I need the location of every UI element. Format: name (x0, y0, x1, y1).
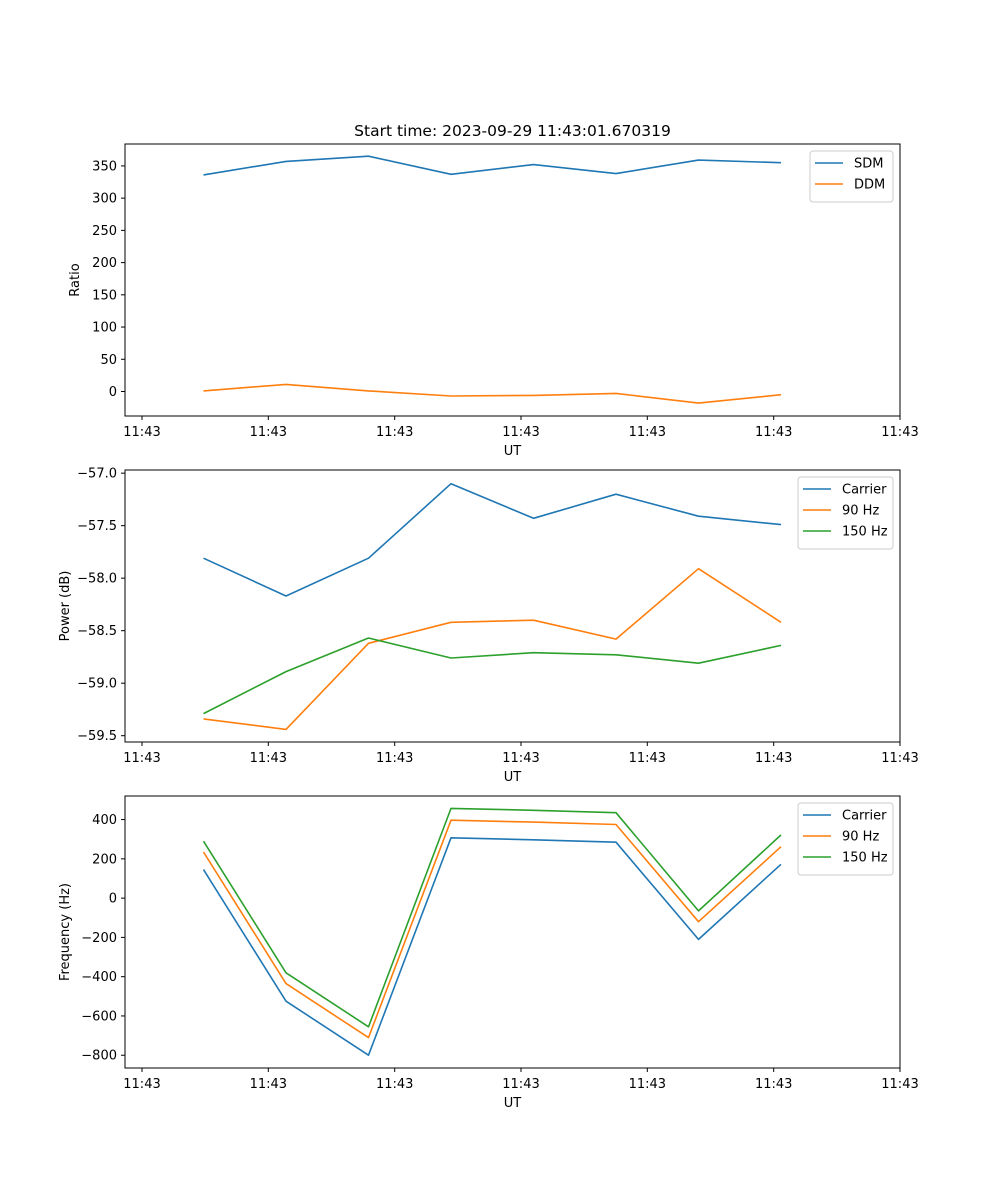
x-tick-label: 11:43 (502, 751, 539, 766)
x-tick-label: 11:43 (376, 425, 413, 440)
x-axis-label: UT (504, 770, 522, 785)
x-tick-label: 11:43 (123, 1077, 160, 1092)
y-tick-label: −400 (81, 970, 117, 985)
series-line-carrier (202, 836, 782, 1056)
y-tick-label: −200 (81, 931, 117, 946)
y-tick-label: 150 (92, 288, 117, 303)
legend-label: 90 Hz (842, 830, 879, 845)
y-tick-label: 250 (92, 224, 117, 239)
chart-panel-3: −800 −600 −400 −200 0 200 400 11:43 11:43 11:43 11… (58, 795, 919, 1111)
x-tick-label: 11:43 (123, 751, 160, 766)
y-tick-label: −59.5 (77, 729, 117, 744)
legend-label: Carrier (842, 809, 887, 824)
y-tick-label: 0 (109, 892, 117, 907)
series-line-90-hz (202, 819, 782, 1039)
legend: SDM DDM (809, 150, 894, 203)
x-tick-label: 11:43 (250, 751, 287, 766)
x-axis-label: UT (504, 444, 522, 459)
y-axis-label: Power (dB) (58, 571, 73, 642)
y-tick-label: 0 (109, 385, 117, 400)
series-line-150-hz (203, 637, 782, 715)
chart-title: Start time: 2023-09-29 11:43:01.670319 (354, 122, 671, 140)
x-tick-label: 11:43 (629, 425, 666, 440)
y-tick-label: −57.0 (77, 467, 117, 482)
y-tick-label: −800 (81, 1049, 117, 1064)
x-tick-label: 11:43 (250, 1077, 287, 1092)
y-tick-label: 200 (92, 256, 117, 271)
x-tick-label: 11:43 (629, 751, 666, 766)
legend-label: DDM (854, 178, 885, 193)
y-axis-label: Frequency (Hz) (58, 883, 73, 981)
legend-label: Carrier (842, 483, 887, 498)
y-tick-label: 350 (92, 159, 117, 174)
series-line-sdm (203, 155, 782, 176)
x-axis-label: UT (504, 1096, 522, 1111)
chart-panel-1: Start time: 2023-09-29 11:43:01.670319 0 5… (68, 122, 919, 459)
y-tick-label: −59.0 (77, 677, 117, 692)
x-tick-label: 11:43 (376, 1077, 413, 1092)
y-tick-label: −58.5 (77, 624, 117, 639)
x-tick-label: 11:43 (755, 425, 792, 440)
x-tick-label: 11:43 (502, 425, 539, 440)
y-tick-label: 200 (92, 852, 117, 867)
legend: Carrier 90 Hz 150 Hz (797, 802, 894, 876)
y-tick-label: −600 (81, 1009, 117, 1024)
series-line-150-hz (202, 807, 782, 1028)
legend: Carrier 90 Hz 150 Hz (797, 476, 894, 550)
legend-label: 150 Hz (842, 851, 888, 866)
y-tick-label: −57.5 (77, 519, 117, 534)
y-tick-label: −58.0 (77, 572, 117, 587)
axes-frame (124, 795, 901, 1069)
series-line-90-hz (203, 567, 782, 731)
y-tick-label: 300 (92, 192, 117, 207)
x-tick-label: 11:43 (755, 1077, 792, 1092)
x-tick-label: 11:43 (629, 1077, 666, 1092)
legend-label: 150 Hz (842, 525, 888, 540)
x-tick-label: 11:43 (755, 751, 792, 766)
y-tick-label: 400 (92, 813, 117, 828)
chart-panel-2: −59.5 −59.0 −58.5 −58.0 −57.5 −57.0 11:43 11:43… (58, 467, 919, 785)
y-tick-label: 100 (92, 321, 117, 336)
y-tick-label: 50 (100, 353, 117, 368)
x-tick-label: 11:43 (123, 425, 160, 440)
x-tick-label: 11:43 (881, 751, 918, 766)
x-tick-label: 11:43 (502, 1077, 539, 1092)
axes-frame (124, 143, 901, 417)
axes-frame (124, 469, 901, 743)
x-tick-label: 11:43 (881, 1077, 918, 1092)
y-axis-label: Ratio (68, 263, 83, 296)
x-tick-label: 11:43 (250, 425, 287, 440)
x-tick-label: 11:43 (881, 425, 918, 440)
legend-label: 90 Hz (842, 504, 879, 519)
series-line-carrier (203, 482, 782, 597)
legend-label: SDM (854, 157, 883, 172)
series-line-ddm (203, 383, 782, 404)
x-tick-label: 11:43 (376, 751, 413, 766)
